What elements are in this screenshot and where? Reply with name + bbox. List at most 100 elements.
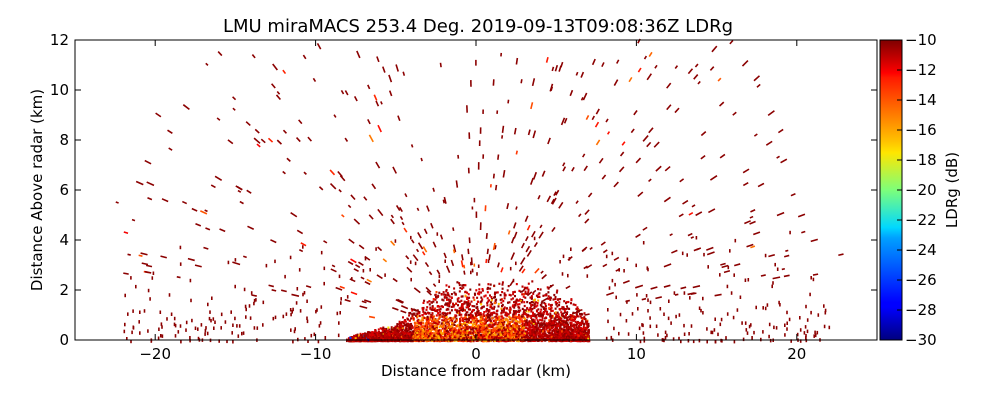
ldr-pixel: [522, 310, 525, 313]
ldr-pixel: [527, 289, 530, 292]
ldr-pixel: [465, 313, 468, 317]
ldr-pixel: [577, 332, 580, 335]
ldr-pixel: [429, 318, 432, 321]
ldr-pixel: [354, 335, 357, 338]
ldr-pixel: [366, 336, 369, 339]
ldr-pixel: [469, 331, 472, 334]
ldr-pixel: [457, 304, 459, 307]
ldr-pixel: [439, 313, 442, 316]
ldr-pixel: [465, 318, 468, 321]
ldr-pixel: [584, 326, 587, 329]
ldr-pixel: [583, 331, 586, 334]
ldr-pixel: [554, 300, 557, 304]
ldr-pixel: [407, 318, 409, 321]
ldr-pixel: [570, 334, 573, 337]
ldr-pixel: [517, 313, 520, 317]
ldr-pixel: [533, 305, 536, 308]
ldr-pixel: [506, 320, 509, 323]
ldr-pixel: [455, 330, 458, 333]
ldr-pixel: [512, 315, 515, 318]
ldr-pixel: [406, 329, 409, 333]
ldr-pixel: [457, 329, 460, 332]
ldr-pixel: [468, 313, 470, 317]
ldr-pixel: [403, 319, 406, 322]
ldr-pixel: [474, 330, 477, 333]
ldr-pixel: [548, 328, 551, 331]
ldr-pixel: [541, 300, 544, 303]
ldr-pixel: [460, 313, 463, 316]
ldr-pixel: [481, 289, 484, 292]
ldr-pixel: [435, 314, 438, 317]
ldr-pixel: [454, 314, 457, 317]
ldr-pixel: [436, 323, 439, 326]
ldr-pixel: [572, 324, 575, 327]
ldr-pixel: [580, 323, 583, 326]
ldr-pixel: [502, 311, 505, 314]
ldr-pixel: [448, 302, 451, 305]
ldr-pixel: [503, 308, 505, 311]
ldr-pixel: [441, 327, 444, 330]
ldr-pixel: [509, 308, 512, 311]
ldr-pixel: [447, 338, 450, 341]
ldr-pixel: [417, 311, 420, 314]
ldr-pixel: [448, 299, 451, 302]
ldr-pixel: [448, 305, 451, 308]
ldr-pixel: [496, 316, 499, 319]
ldr-pixel: [490, 312, 493, 315]
ldr-pixel: [513, 328, 516, 331]
ldr-pixel: [444, 334, 446, 337]
ldr-pixel: [507, 301, 509, 304]
ldr-pixel: [555, 325, 557, 328]
ldr-pixel: [535, 305, 538, 308]
ldr-pixel: [430, 314, 433, 317]
ldr-pixel: [486, 312, 489, 316]
ldr-pixel: [538, 334, 541, 337]
ldr-pixel: [531, 318, 533, 322]
ldr-pixel: [564, 322, 567, 325]
ldr-pixel: [487, 283, 490, 286]
ldr-pixel: [546, 323, 548, 326]
ldr-pixel: [444, 318, 447, 322]
ldr-pixel: [481, 321, 484, 324]
ldr-pixel: [432, 320, 435, 323]
ldr-pixel: [408, 333, 411, 336]
ldr-pixel: [569, 321, 572, 324]
ldr-pixel: [556, 305, 559, 308]
ldr-pixel: [526, 301, 529, 304]
ldr-pixel: [409, 336, 412, 339]
ldr-pixel: [441, 336, 444, 339]
ldr-pixel: [500, 329, 503, 332]
ldr-pixel: [584, 330, 587, 333]
ldr-pixel: [540, 336, 543, 339]
ldr-pixel: [468, 321, 471, 324]
ldr-pixel: [541, 314, 544, 317]
ldr-pixel: [529, 326, 532, 329]
ldr-pixel: [466, 297, 469, 300]
ldr-pixel: [521, 322, 524, 325]
ldr-pixel: [515, 337, 518, 340]
ldr-pixel: [447, 298, 450, 301]
ldr-pixel: [562, 315, 565, 318]
ldr-pixel: [483, 322, 486, 326]
ldr-pixel: [574, 316, 577, 319]
ldr-pixel: [532, 318, 535, 321]
ldr-pixel: [551, 314, 554, 317]
ldr-pixel: [516, 323, 519, 326]
ldr-pixel: [479, 312, 482, 315]
ldr-pixel: [487, 287, 490, 290]
ldr-pixel: [558, 304, 561, 307]
ldr-pixel: [461, 332, 464, 335]
ldr-pixel: [491, 297, 493, 301]
ldr-pixel: [547, 334, 550, 337]
ldr-pixel: [378, 337, 381, 340]
ldr-pixel: [385, 334, 388, 337]
ldr-pixel: [459, 323, 462, 326]
ldr-pixel: [527, 329, 530, 332]
ldr-pixel: [495, 310, 498, 313]
ldr-pixel: [472, 330, 475, 333]
ldr-pixel: [406, 324, 409, 327]
ldr-pixel: [554, 333, 557, 336]
ldr-pixel: [513, 315, 516, 318]
ldr-pixel: [375, 336, 378, 339]
ldr-pixel: [514, 303, 517, 306]
